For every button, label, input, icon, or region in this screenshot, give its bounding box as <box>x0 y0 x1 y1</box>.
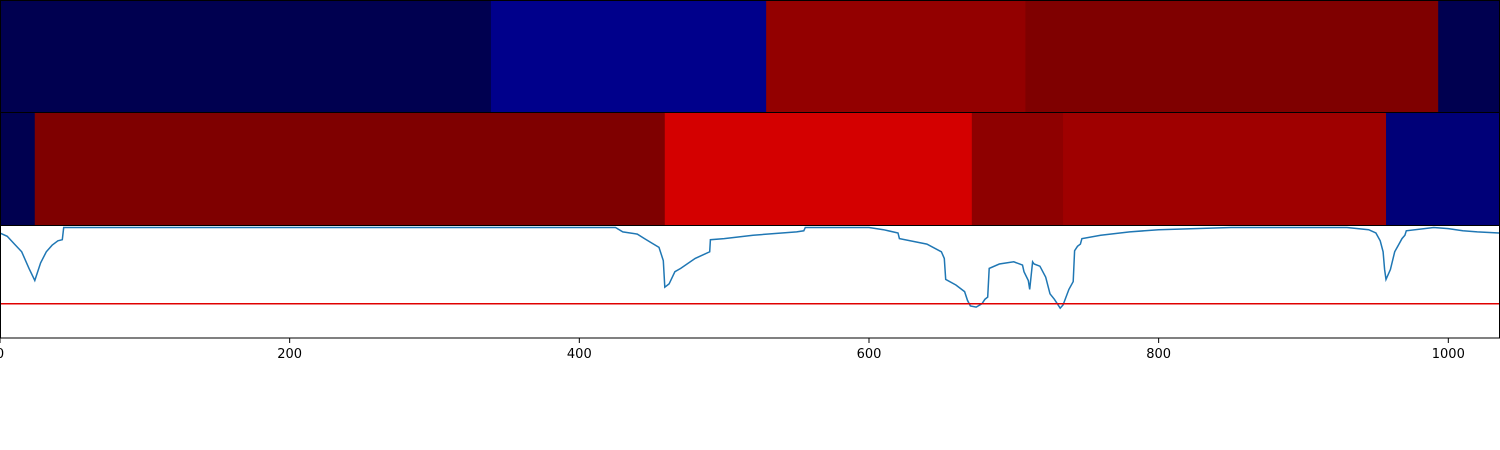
top-band-segment-3 <box>1025 0 1439 113</box>
middle-band-segment-2 <box>664 112 973 226</box>
top-band-segment-2 <box>766 0 1026 113</box>
x-tick-label-2: 400 <box>567 347 592 362</box>
middle-band-segment-5 <box>1386 112 1500 226</box>
x-tick-label-1: 200 <box>277 347 302 362</box>
middle-band-segment-0 <box>0 112 36 226</box>
x-tick-label-5: 1000 <box>1432 347 1465 362</box>
top-heatmap-band <box>0 0 1500 113</box>
x-tick-label-0: 0 <box>0 347 4 362</box>
top-band-segment-4 <box>1438 0 1500 113</box>
middle-heatmap-band <box>0 112 1500 226</box>
middle-band-segment-1 <box>34 112 666 226</box>
x-tick-label-3: 600 <box>857 347 882 362</box>
x-axis: 0 200 400 600 800 1000 <box>0 338 1465 362</box>
x-tick-label-4: 800 <box>1146 347 1171 362</box>
top-band-segment-0 <box>0 0 492 113</box>
line-plot-background <box>0 225 1500 338</box>
line-plot-panel <box>0 225 1500 338</box>
similarity-line <box>0 226 1500 310</box>
middle-band-segment-4 <box>1063 112 1387 226</box>
middle-band-segment-3 <box>971 112 1064 226</box>
top-band-segment-1 <box>490 0 767 113</box>
